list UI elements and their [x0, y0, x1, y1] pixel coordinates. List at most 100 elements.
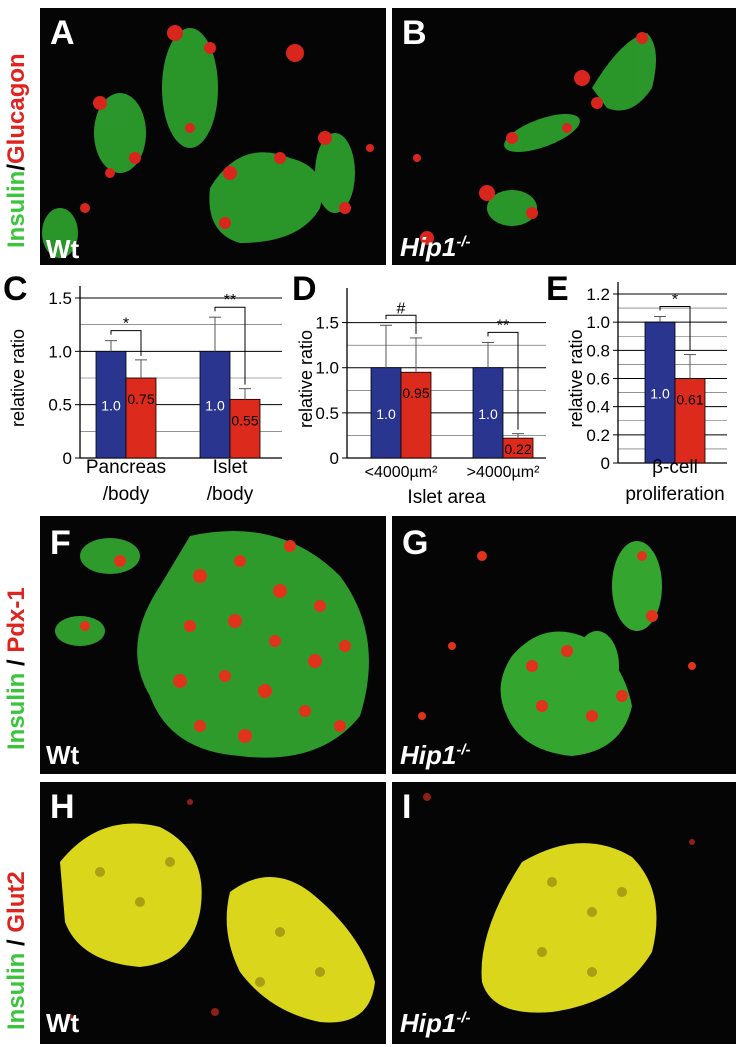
y-tick-label: 1.5 — [48, 289, 72, 308]
x-category-label: proliferation — [625, 484, 724, 505]
y-tick-label: 0.5 — [48, 396, 72, 415]
panel-letter-i: I — [402, 788, 412, 826]
genotype-label-i: Hip1-/- — [400, 1010, 471, 1036]
genotype-label-f: Wt — [46, 742, 79, 768]
bar — [95, 350, 127, 459]
pdx1-label: Pdx-1 — [3, 587, 30, 653]
glut2-label: Glut2 — [3, 871, 30, 933]
significance-marker: # — [397, 300, 406, 317]
significance-bracket — [659, 306, 691, 351]
data-label: 1.0 — [478, 406, 498, 422]
panel-letter-b: B — [402, 14, 427, 52]
significance-marker: ** — [497, 317, 509, 334]
bar — [644, 321, 676, 464]
significance-marker: * — [672, 292, 678, 309]
y-axis-label: relative ratio — [8, 329, 28, 427]
significance-marker: ** — [224, 292, 236, 309]
data-label: 1.0 — [376, 406, 396, 422]
y-tick-label: 0.6 — [586, 370, 610, 389]
genotype-label-g: Hip1-/- — [400, 742, 471, 768]
genotype-text: Hip1 — [400, 1008, 457, 1038]
significance-bracket — [110, 330, 142, 356]
bar — [674, 378, 706, 464]
data-label: 0.75 — [127, 391, 154, 407]
micrograph-i: I Hip1-/- — [392, 782, 736, 1044]
stain-label-insulin-glut2: Insulin / Glut2 — [3, 871, 30, 1030]
data-label: 0.95 — [402, 385, 429, 401]
x-category-label: /body — [207, 484, 254, 505]
micrograph-h: H Wt — [40, 782, 386, 1044]
genotype-text: Wt — [46, 234, 80, 264]
micrograph-i-image — [423, 793, 695, 1013]
genotype-superscript: -/- — [456, 741, 471, 759]
y-tick-label: 0.5 — [315, 404, 339, 423]
y-tick-label: 0 — [63, 449, 72, 468]
data-label: 0.22 — [504, 441, 531, 457]
data-label: 1.0 — [205, 398, 225, 414]
genotype-text: Wt — [46, 740, 80, 770]
panel-letter-d: D — [292, 270, 317, 308]
stain-separator: / — [3, 932, 30, 953]
significance-bracket — [487, 331, 519, 430]
y-tick-label: 1.0 — [586, 313, 610, 332]
micrograph-b: B Hip1-/- — [392, 8, 736, 265]
significance-marker: * — [123, 316, 129, 333]
panel-letter-e: E — [546, 270, 569, 308]
x-category-label: Pancreas — [86, 457, 166, 478]
genotype-text: Hip1 — [400, 232, 457, 262]
y-tick-label: 1.2 — [586, 285, 610, 304]
y-tick-label: 1.0 — [315, 359, 339, 378]
genotype-label-h: Wt — [46, 1010, 79, 1036]
genotype-superscript: -/- — [456, 1009, 471, 1027]
insulin-label: Insulin — [3, 672, 30, 750]
bar — [400, 371, 432, 459]
y-axis-label: relative ratio — [296, 330, 316, 428]
significance-bracket — [385, 314, 417, 334]
y-tick-label: 0.2 — [586, 426, 610, 445]
micrograph-g-image — [418, 541, 696, 756]
stain-label-insulin-pdx1: Insulin / Pdx-1 — [3, 587, 30, 750]
micrograph-g: G Hip1-/- — [392, 516, 736, 774]
genotype-superscript: -/- — [456, 233, 471, 251]
bar — [472, 367, 504, 459]
data-label: 1.0 — [650, 386, 670, 402]
y-tick-label: 0.4 — [586, 398, 610, 417]
data-label: 1.0 — [101, 398, 121, 414]
significance-bracket — [214, 306, 246, 385]
x-category-label: <4000µm² — [365, 464, 438, 481]
panel-letter-f: F — [50, 524, 71, 562]
micrograph-a-image — [42, 25, 374, 258]
x-category-label: β-cell — [652, 457, 698, 478]
y-tick-label: 0 — [330, 449, 339, 468]
micrograph-f-image — [55, 531, 369, 758]
bar — [125, 377, 157, 459]
stain-separator: / — [3, 652, 30, 673]
y-tick-label: 1.5 — [315, 314, 339, 333]
x-category-label: Islet — [213, 457, 249, 478]
y-tick-label: 1.0 — [48, 342, 72, 361]
y-axis-label: relative ratio — [566, 329, 586, 427]
micrograph-b-image — [413, 32, 656, 245]
genotype-text: Wt — [46, 1008, 80, 1038]
y-tick-label: 0 — [601, 454, 610, 473]
panel-letter-c: C — [3, 270, 28, 308]
data-label: 0.55 — [231, 412, 258, 428]
panel-letter-g: G — [402, 524, 429, 562]
micrograph-f: F Wt — [40, 516, 386, 774]
bar — [229, 398, 261, 459]
insulin-label: Insulin — [3, 952, 30, 1030]
genotype-text: Hip1 — [400, 740, 457, 770]
panel-letter-h: H — [50, 788, 75, 826]
genotype-label-b: Hip1-/- — [400, 234, 471, 260]
y-tick-label: 0.8 — [586, 341, 610, 360]
x-axis-label: Islet area — [407, 487, 486, 508]
data-label: 0.61 — [676, 392, 703, 408]
micrograph-a: A Wt — [40, 8, 386, 265]
x-category-label: /body — [103, 484, 150, 505]
micrograph-h-image — [60, 799, 375, 1023]
genotype-label-a: Wt — [46, 236, 79, 262]
panel-letter-a: A — [50, 14, 75, 52]
x-category-label: >4000µm² — [467, 464, 540, 481]
